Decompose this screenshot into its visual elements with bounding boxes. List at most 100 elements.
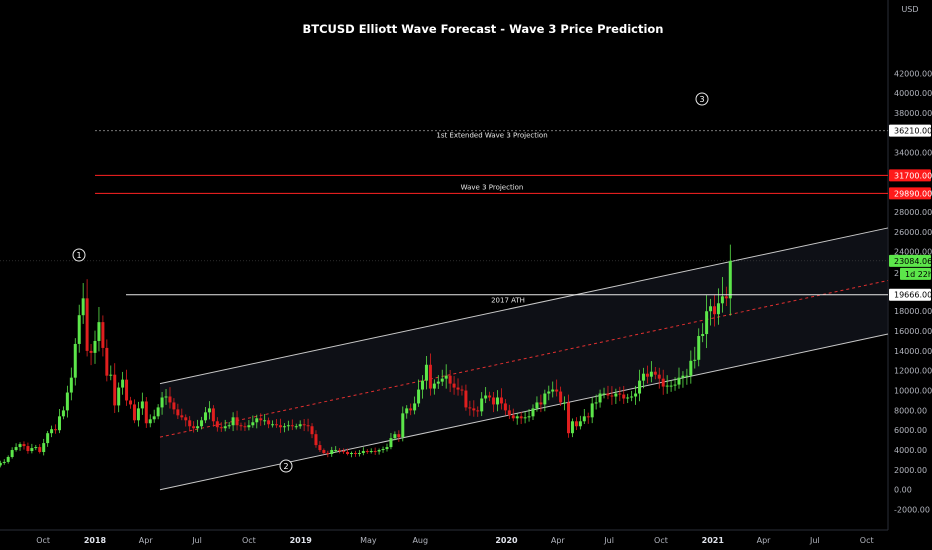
price-tick-label: 12000.00 xyxy=(894,367,932,376)
price-tick-label: 18000.00 xyxy=(894,307,932,316)
candle-body xyxy=(34,447,38,449)
candle-body xyxy=(46,433,50,444)
candle-body xyxy=(259,418,263,421)
candle-body xyxy=(65,392,69,411)
candle-body xyxy=(125,379,129,401)
candle-body xyxy=(69,377,73,393)
candle-body xyxy=(413,403,417,411)
candle-body xyxy=(302,424,306,426)
candle-body xyxy=(203,412,207,421)
channel-upper-line[interactable] xyxy=(159,227,889,385)
time-tick-label: 2019 xyxy=(290,536,313,545)
candle-body xyxy=(184,417,188,421)
candle-body xyxy=(677,377,681,385)
candle-body xyxy=(531,408,535,417)
channel-median-line[interactable] xyxy=(159,280,889,438)
candle-body xyxy=(81,298,85,316)
candle-body xyxy=(634,393,638,397)
price-tick-label: 24000.00 xyxy=(894,248,932,257)
candle-body xyxy=(515,416,519,419)
candle-body xyxy=(720,296,724,304)
last-price-badge xyxy=(889,254,931,267)
candle-body xyxy=(322,450,326,454)
candle-body xyxy=(113,374,117,406)
candle-body xyxy=(211,408,215,422)
candle-body xyxy=(472,408,476,411)
candle-body xyxy=(610,395,614,397)
candle-body xyxy=(93,340,97,353)
candle-body xyxy=(334,450,338,452)
wave3-high-value: 31700.00 xyxy=(894,171,932,180)
time-tick-label: Oct xyxy=(860,536,874,545)
candle-body xyxy=(144,401,148,424)
candle-body xyxy=(681,375,685,378)
candle-body xyxy=(701,334,705,337)
candle-body xyxy=(641,373,645,381)
candle-body xyxy=(436,381,440,384)
candle-body xyxy=(397,434,401,438)
price-tick-label: 14000.00 xyxy=(894,347,932,356)
candle-body xyxy=(207,408,211,413)
candle-body xyxy=(645,373,649,377)
candle-body xyxy=(618,393,622,395)
candle-body xyxy=(61,410,65,417)
candle-body xyxy=(578,421,582,427)
candle-body xyxy=(235,417,239,426)
candle-body xyxy=(574,421,578,427)
time-tick-label: Jul xyxy=(809,536,820,545)
wave3-projection-label: Wave 3 Projection xyxy=(461,183,524,191)
candle-body xyxy=(168,396,172,403)
candle-body xyxy=(507,410,511,416)
candle-body xyxy=(689,360,693,376)
candle-body xyxy=(492,397,496,405)
channel-layer xyxy=(159,227,889,491)
candle-body xyxy=(424,364,428,381)
price-tick-label: 28000.00 xyxy=(894,208,932,217)
candle-body xyxy=(338,450,342,452)
candle-body xyxy=(239,425,243,427)
currency-label: USD xyxy=(901,5,918,14)
candle-body xyxy=(357,453,361,455)
time-tick-label: 2021 xyxy=(702,536,725,545)
time-tick-label: Oct xyxy=(242,536,256,545)
extended-projection-value: 36210.00 xyxy=(894,127,932,136)
candle-body xyxy=(476,410,480,412)
candle-body xyxy=(638,380,642,394)
candle-body xyxy=(630,396,634,398)
wave-2-marker[interactable] xyxy=(279,459,293,473)
time-tick-label: Apr xyxy=(139,536,154,545)
candle-body xyxy=(215,421,219,428)
candle-body xyxy=(294,426,298,428)
candle-body xyxy=(0,462,2,466)
candle-body xyxy=(227,425,231,427)
candle-body xyxy=(251,422,255,426)
candle-body xyxy=(160,397,164,408)
candle-body xyxy=(669,385,673,387)
candle-body xyxy=(547,391,551,394)
candle-body xyxy=(54,429,58,431)
candle-body xyxy=(393,434,397,439)
candle-body xyxy=(705,311,709,335)
candle-body xyxy=(480,398,484,412)
wave-1-marker[interactable] xyxy=(72,248,86,262)
candle-body xyxy=(523,417,527,419)
wave-3-marker[interactable] xyxy=(695,92,709,106)
candle-body xyxy=(30,448,34,452)
price-tick-label: 8000.00 xyxy=(894,406,927,415)
candle-body xyxy=(121,379,125,388)
candle-body xyxy=(172,402,176,410)
price-axis[interactable]: 42000.0040000.0038000.0034000.0030000.00… xyxy=(889,69,932,515)
candle-body xyxy=(231,417,235,426)
candle-body xyxy=(42,443,46,453)
candle-body xyxy=(519,416,523,419)
candle-body xyxy=(527,416,531,418)
time-axis[interactable]: Oct 2018 Apr Jul Oct 2019 May Aug 2020 Apr Jul Oct 2… xyxy=(36,536,873,545)
candle-body xyxy=(263,420,267,422)
candle-body xyxy=(716,303,720,315)
candle-body xyxy=(582,416,586,422)
candle-body xyxy=(594,402,598,404)
candle-body xyxy=(152,416,156,420)
partial-tick-label: 2 xyxy=(894,269,899,278)
annotation-layer: 1st Extended Wave 3 Projection Wave 3 Pro… xyxy=(0,92,888,473)
